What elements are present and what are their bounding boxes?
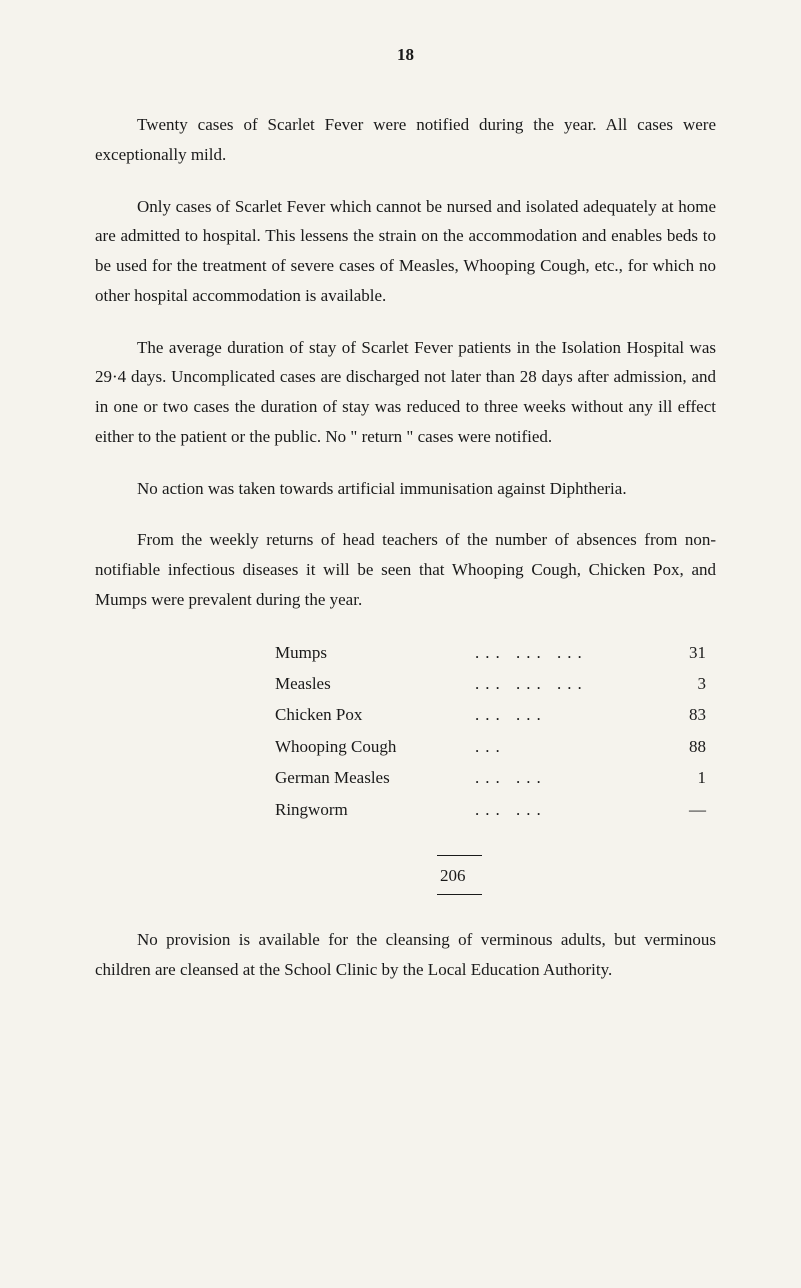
disease-name: Ringworm — [275, 794, 475, 825]
dots: ... — [475, 731, 666, 762]
disease-value: — — [666, 794, 716, 825]
disease-name: Whooping Cough — [275, 731, 475, 762]
total-rule-top — [437, 855, 482, 856]
paragraph-4: No action was taken towards artificial i… — [95, 474, 716, 504]
paragraph-5: From the weekly returns of head teachers… — [95, 525, 716, 614]
dots: ... ... ... — [475, 637, 666, 668]
disease-value: 31 — [666, 637, 716, 668]
disease-name: German Measles — [275, 762, 475, 793]
dots: ... ... ... — [475, 668, 666, 699]
disease-value: 88 — [666, 731, 716, 762]
dots: ... ... — [475, 762, 666, 793]
table-row: Mumps ... ... ... 31 — [275, 637, 716, 668]
paragraph-6: No provision is available for the cleans… — [95, 925, 716, 985]
table-row: German Measles ... ... 1 — [275, 762, 716, 793]
disease-name: Mumps — [275, 637, 475, 668]
disease-value: 1 — [666, 762, 716, 793]
disease-value: 83 — [666, 699, 716, 730]
disease-name: Chicken Pox — [275, 699, 475, 730]
table-row: Measles ... ... ... 3 — [275, 668, 716, 699]
paragraph-1: Twenty cases of Scarlet Fever were notif… — [95, 110, 716, 170]
table-row: Chicken Pox ... ... 83 — [275, 699, 716, 730]
disease-name: Measles — [275, 668, 475, 699]
total-value: 206 — [440, 866, 716, 886]
total-rule-bottom — [437, 894, 482, 895]
paragraph-2: Only cases of Scarlet Fever which cannot… — [95, 192, 716, 311]
table-row: Ringworm ... ... — — [275, 794, 716, 825]
dots: ... ... — [475, 699, 666, 730]
disease-value: 3 — [666, 668, 716, 699]
paragraph-3: The average duration of stay of Scarlet … — [95, 333, 716, 452]
table-row: Whooping Cough ... 88 — [275, 731, 716, 762]
disease-table: Mumps ... ... ... 31 Measles ... ... ...… — [275, 637, 716, 826]
dots: ... ... — [475, 794, 666, 825]
page-number: 18 — [95, 45, 716, 65]
